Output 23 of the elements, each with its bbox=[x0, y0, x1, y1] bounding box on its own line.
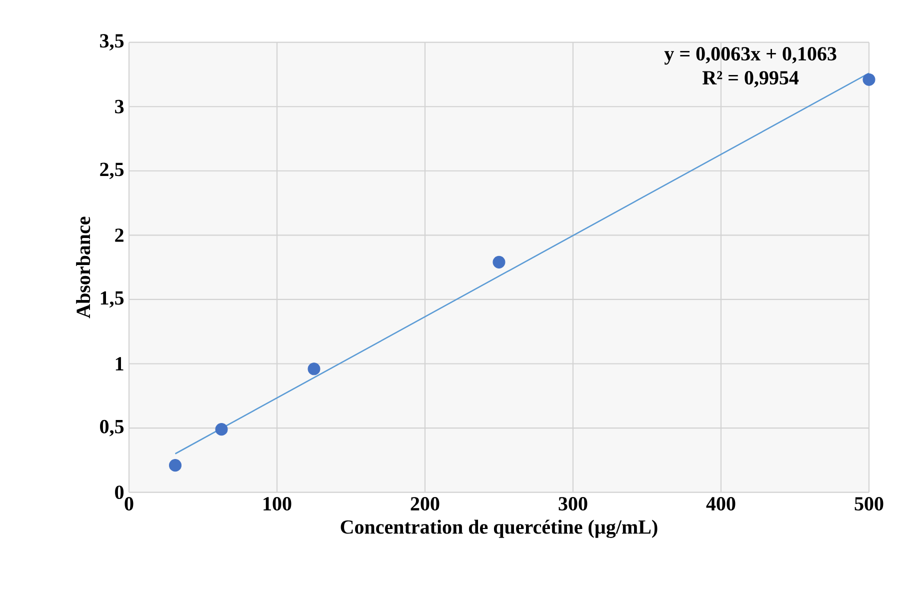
annotation: y = 0,0063x + 0,1063 bbox=[664, 47, 836, 65]
x-tick-label: 200 bbox=[410, 497, 440, 511]
y-tick-label: 2 bbox=[115, 228, 124, 242]
point bbox=[308, 362, 320, 376]
point bbox=[862, 73, 876, 86]
annotation: R² = 0,9954 bbox=[702, 71, 799, 88]
x-tick-label: 300 bbox=[558, 497, 588, 511]
y-tick-label: 2,5 bbox=[100, 162, 124, 180]
point bbox=[492, 256, 506, 268]
x-axis-title: Concentration de quercétine (µg/mL) bbox=[340, 520, 658, 538]
y-tick-label: 1,5 bbox=[100, 291, 124, 308]
y-axis-title: Absorbance bbox=[76, 216, 90, 318]
x-tick-label: 500 bbox=[854, 497, 884, 511]
y-tick-label: 0,5 bbox=[100, 420, 124, 436]
x-tick-label: 0 bbox=[124, 497, 134, 511]
y-tick-label: 3 bbox=[115, 100, 124, 114]
x-tick-label: 100 bbox=[264, 497, 292, 511]
x-tick-label: 400 bbox=[706, 497, 736, 511]
y-tick-label: 3,5 bbox=[100, 34, 124, 50]
point bbox=[215, 423, 228, 436]
point bbox=[168, 459, 182, 472]
y-tick-label: 0 bbox=[115, 486, 124, 500]
y-tick-label: 1 bbox=[116, 357, 124, 370]
